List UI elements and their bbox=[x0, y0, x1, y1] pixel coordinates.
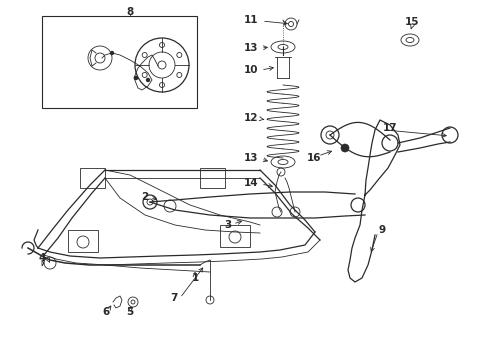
Text: 6: 6 bbox=[102, 307, 110, 317]
Text: 8: 8 bbox=[126, 7, 134, 17]
Text: 9: 9 bbox=[378, 225, 385, 235]
Text: 13: 13 bbox=[244, 43, 258, 53]
Bar bbox=[220, 225, 250, 247]
Text: 10: 10 bbox=[244, 65, 258, 75]
Bar bbox=[200, 168, 225, 188]
Text: 17: 17 bbox=[383, 123, 397, 133]
Text: 16: 16 bbox=[307, 153, 321, 163]
Circle shape bbox=[134, 77, 138, 80]
Text: 7: 7 bbox=[171, 293, 178, 303]
Text: 3: 3 bbox=[225, 220, 232, 230]
Text: 13: 13 bbox=[244, 153, 258, 163]
Text: 1: 1 bbox=[192, 273, 198, 283]
Text: 2: 2 bbox=[141, 192, 148, 202]
Text: 15: 15 bbox=[405, 17, 419, 27]
Bar bbox=[68, 230, 98, 252]
Circle shape bbox=[111, 51, 114, 54]
Bar bbox=[80, 168, 105, 188]
Text: 14: 14 bbox=[244, 178, 258, 188]
Text: 4: 4 bbox=[39, 253, 46, 263]
Text: 5: 5 bbox=[126, 307, 134, 317]
Bar bbox=[42, 16, 197, 108]
Text: 11: 11 bbox=[244, 15, 258, 25]
Circle shape bbox=[147, 78, 149, 81]
Text: 12: 12 bbox=[244, 113, 258, 123]
Circle shape bbox=[341, 144, 349, 152]
